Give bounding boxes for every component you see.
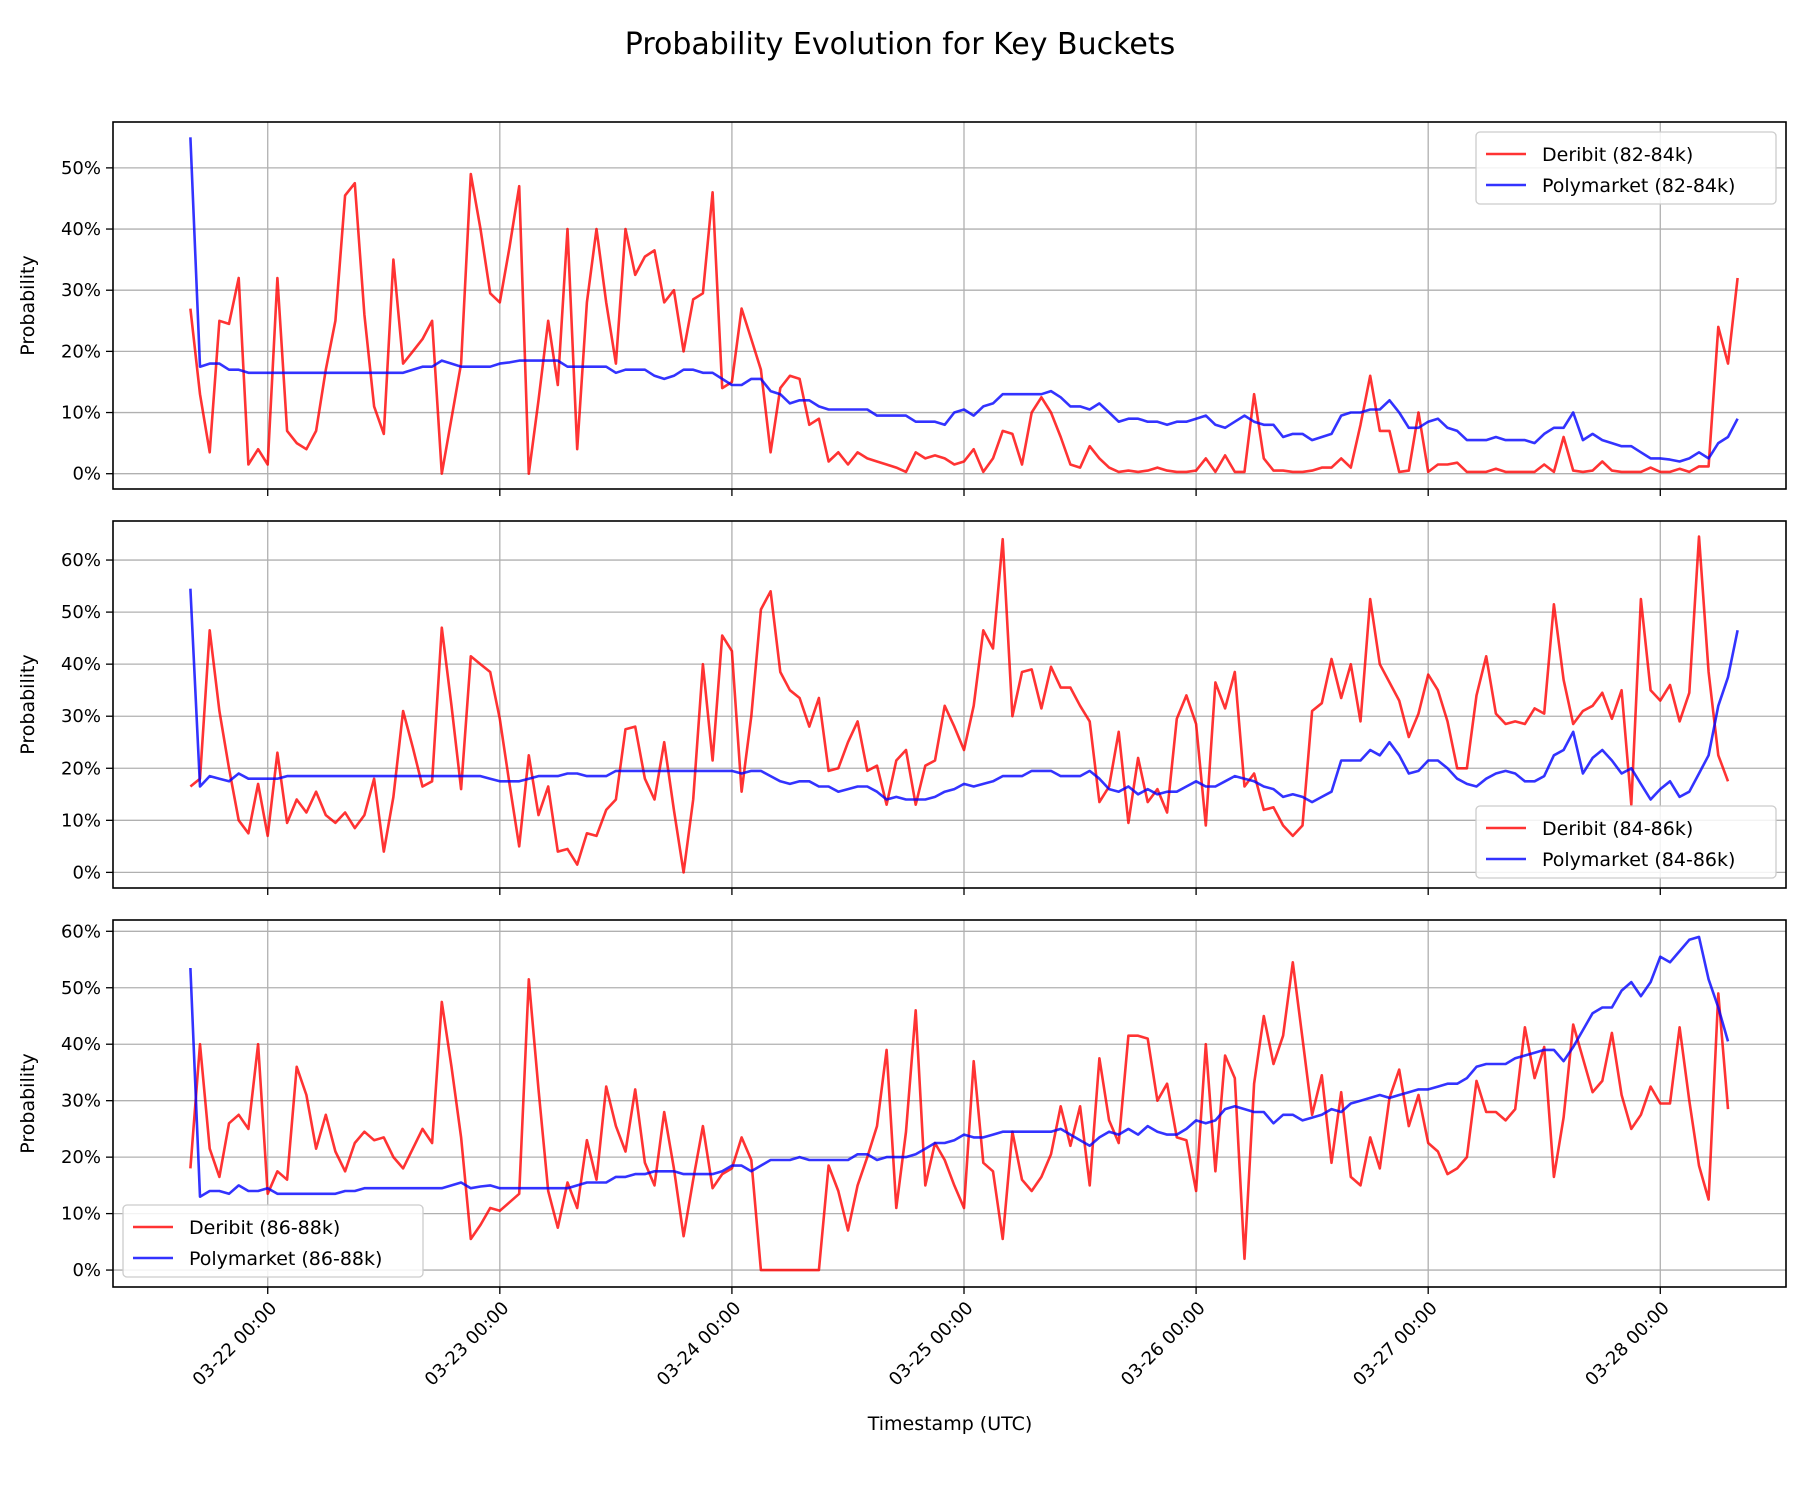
y-tick-label: 60%: [61, 921, 101, 942]
y-tick-label: 20%: [61, 758, 101, 779]
legend-label: Deribit (86-88k): [189, 1217, 340, 1239]
series-line-deribit: [189, 535, 1730, 874]
y-tick-label: 50%: [61, 978, 101, 999]
plot-frame: [112, 919, 1787, 1288]
legend: Deribit (86-88k) Polymarket (86-88k): [122, 1204, 424, 1278]
y-tick-label: 0%: [72, 1260, 101, 1281]
y-tick-label: 30%: [61, 706, 101, 727]
legend: Deribit (82-84k) Polymarket (82-84k): [1475, 131, 1777, 205]
y-tick-label: 10%: [61, 810, 101, 831]
legend: Deribit (84-86k) Polymarket (84-86k): [1475, 805, 1777, 879]
x-tick-label: 03-25 00:00: [885, 1298, 978, 1391]
y-tick-label: 0%: [72, 862, 101, 883]
y-tick-label: 30%: [61, 1091, 101, 1112]
x-tick-label: 03-27 00:00: [1349, 1298, 1442, 1391]
series-line-deribit: [189, 172, 1739, 476]
y-tick-label: 0%: [72, 464, 101, 485]
y-tick-label: 40%: [61, 219, 101, 240]
x-tick-label: 03-24 00:00: [653, 1298, 746, 1391]
legend-label: Polymarket (84-86k): [1542, 849, 1735, 871]
legend-label: Polymarket (86-88k): [189, 1248, 382, 1270]
series-line-polymarket: [189, 137, 1739, 463]
figure-title: Probability Evolution for Key Buckets: [625, 27, 1176, 62]
x-tick-label: 03-23 00:00: [421, 1298, 514, 1391]
y-axis-label: Probability: [17, 255, 39, 355]
y-tick-label: 20%: [61, 341, 101, 362]
legend-label: Polymarket (82-84k): [1542, 175, 1735, 197]
subplot-1: 0% 10% 20% 30% 40% 50% Probability Deribit (82-…: [17, 121, 1787, 496]
y-tick-label: 20%: [61, 1147, 101, 1168]
y-tick-label: 60%: [61, 550, 101, 571]
y-tick-label: 50%: [61, 602, 101, 623]
x-tick-label: 03-22 00:00: [189, 1298, 282, 1391]
plot-frame: [112, 121, 1787, 490]
y-tick-label: 10%: [61, 403, 101, 424]
y-tick-label: 50%: [61, 158, 101, 179]
series-line-polymarket: [189, 935, 1730, 1198]
y-axis-label: Probability: [17, 1053, 39, 1153]
legend-box: [1475, 805, 1777, 879]
series-line-polymarket: [189, 588, 1739, 804]
legend-box: [122, 1204, 424, 1278]
legend-box: [1475, 131, 1777, 205]
series-line-deribit: [189, 960, 1730, 1272]
y-tick-label: 40%: [61, 1034, 101, 1055]
y-tick-label: 40%: [61, 654, 101, 675]
legend-label: Deribit (82-84k): [1542, 144, 1693, 166]
x-tick-label: 03-28 00:00: [1581, 1298, 1674, 1391]
subplot-2: 0% 10% 20% 30% 40% 50% 60% Probability Deribit (…: [17, 520, 1787, 895]
x-tick-label: 03-26 00:00: [1117, 1298, 1210, 1391]
subplot-3: 03-22 00:00 03-23 00:00 03-24 00:00 03-25 0…: [17, 919, 1787, 1391]
y-tick-label: 30%: [61, 280, 101, 301]
legend-label: Deribit (84-86k): [1542, 818, 1693, 840]
y-tick-label: 10%: [61, 1204, 101, 1225]
y-axis-label: Probability: [17, 654, 39, 754]
x-axis-label: Timestamp (UTC): [867, 1413, 1033, 1435]
plot-frame: [112, 520, 1787, 889]
